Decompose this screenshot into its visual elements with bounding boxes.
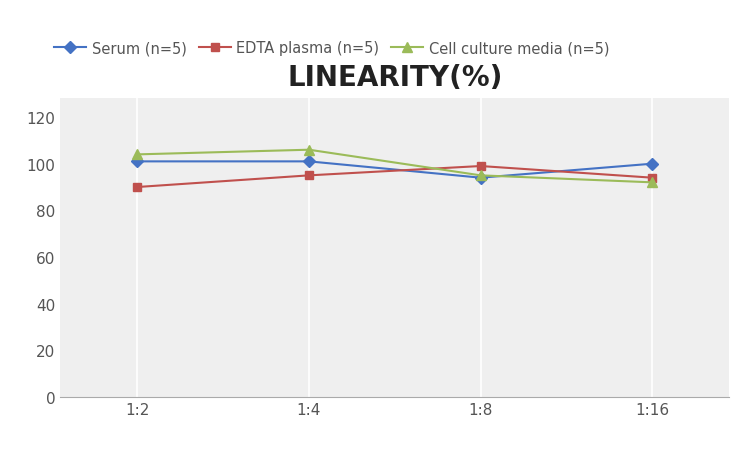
Cell culture media (n=5)	[476, 173, 485, 179]
Line: Cell culture media (n=5): Cell culture media (n=5)	[132, 146, 657, 188]
Cell culture media (n=5)	[647, 180, 656, 186]
EDTA plasma (n=5)	[305, 173, 314, 179]
Line: EDTA plasma (n=5): EDTA plasma (n=5)	[133, 162, 656, 192]
Serum (n=5)	[305, 159, 314, 165]
Cell culture media (n=5)	[133, 152, 142, 158]
EDTA plasma (n=5)	[647, 175, 656, 181]
EDTA plasma (n=5)	[476, 164, 485, 170]
Title: LINEARITY(%): LINEARITY(%)	[287, 64, 502, 92]
Serum (n=5)	[476, 175, 485, 181]
Cell culture media (n=5)	[305, 147, 314, 153]
Serum (n=5)	[647, 161, 656, 167]
Serum (n=5)	[133, 159, 142, 165]
Legend: Serum (n=5), EDTA plasma (n=5), Cell culture media (n=5): Serum (n=5), EDTA plasma (n=5), Cell cul…	[54, 41, 610, 56]
Line: Serum (n=5): Serum (n=5)	[133, 158, 656, 183]
EDTA plasma (n=5)	[133, 185, 142, 190]
